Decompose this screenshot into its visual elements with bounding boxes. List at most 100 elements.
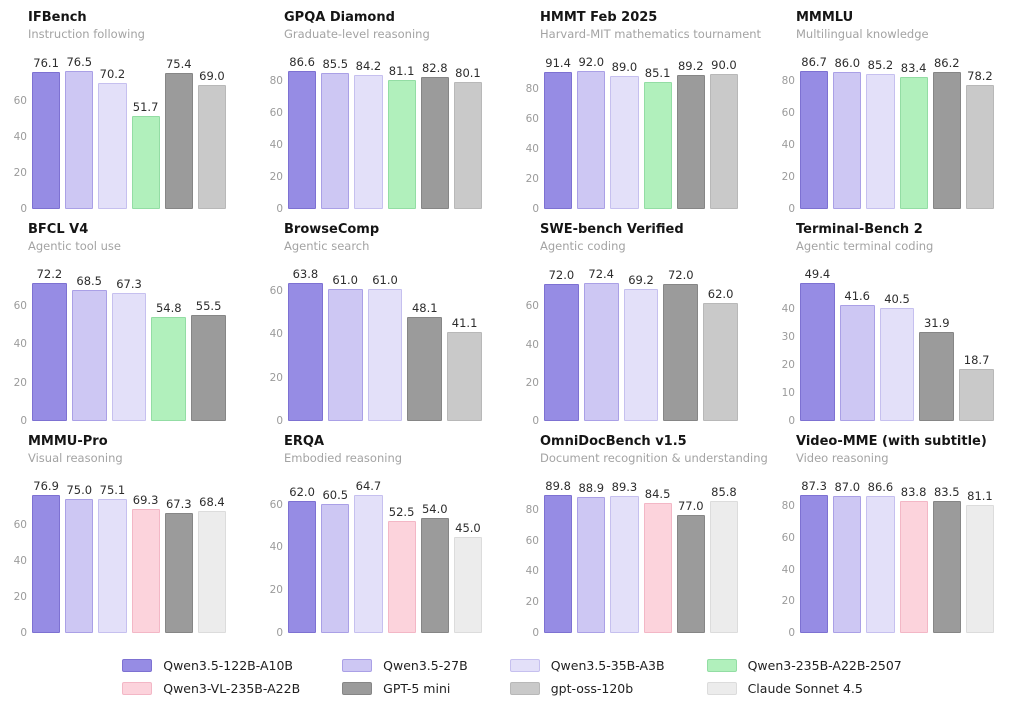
- bar-value-label: 87.3: [801, 479, 827, 494]
- bar-qwen3-5-122b-a10b: [32, 72, 61, 210]
- bar-group: 83.8: [899, 484, 928, 634]
- bars-area: 62.0 60.5 64.7 52.5 54.0 45.0: [288, 473, 483, 634]
- bar-value-label: 40.5: [884, 292, 910, 307]
- y-axis: 0 20 40 60: [8, 473, 32, 639]
- y-tick-label: 0: [788, 626, 795, 639]
- y-tick-label: 40: [781, 563, 795, 576]
- y-tick-label: 0: [532, 202, 539, 215]
- bar-group: 84.5: [643, 487, 672, 634]
- bar-group: 84.2: [354, 59, 383, 210]
- bar-group: 89.3: [610, 480, 639, 634]
- bar-value-label: 62.0: [707, 287, 734, 302]
- chart-subtitle: Agentic tool use: [28, 238, 121, 253]
- y-axis: 0 20 40 60 80: [520, 473, 544, 639]
- bar-value-label: 69.2: [628, 273, 654, 288]
- bar-qwen3-5-27b: [65, 71, 94, 210]
- bar-qwen3-vl-235b-a22b: [899, 500, 928, 634]
- chart-swe-bench-verified: SWE-bench Verified Agentic coding 0 20 40 60 7…: [512, 222, 768, 434]
- bar-value-label: 52.5: [388, 505, 415, 520]
- bar-group: 69.0: [197, 69, 227, 210]
- y-tick-label: 0: [20, 414, 27, 427]
- bar-qwen3-5-35b-a3b: [866, 496, 895, 634]
- y-tick-label: 40: [525, 338, 539, 351]
- y-tick-label: 80: [781, 500, 795, 513]
- bar-group: 85.2: [866, 57, 895, 210]
- bar-qwen3-5-122b-a10b: [800, 283, 835, 422]
- bar-claude-sonnet-4-5: [965, 505, 995, 634]
- y-tick-label: 10: [781, 386, 795, 399]
- y-tick-label: 20: [269, 371, 283, 384]
- chart-subtitle: Agentic search: [284, 238, 370, 253]
- bar-group: 89.8: [544, 479, 573, 634]
- bar-group: 87.3: [800, 479, 829, 634]
- legend-swatch: [509, 682, 540, 695]
- bar-value-label: 60.5: [322, 488, 349, 503]
- y-tick-label: 40: [269, 139, 283, 152]
- bar-value-label: 86.6: [867, 480, 894, 495]
- bar-group: 41.1: [447, 316, 482, 422]
- bar-claude-sonnet-4-5: [453, 537, 483, 634]
- bar-group: 62.0: [288, 485, 317, 634]
- y-tick-label: 20: [781, 170, 795, 183]
- chart-video-mme-with-subtitle: Video-MME (with subtitle) Video reasoning…: [768, 434, 1024, 646]
- bar-group: 81.1: [387, 64, 416, 210]
- bar-value-label: 89.0: [611, 59, 638, 74]
- bar-gpt-5-mini: [407, 317, 443, 422]
- plot-area: 0 20 40 60 80 89.8 88.9 89.3 84.5 77.0 85.8: [520, 473, 756, 639]
- bar-qwen3-5-35b-a3b: [354, 75, 383, 210]
- bar-value-label: 85.1: [644, 65, 671, 80]
- y-tick-label: 60: [525, 300, 539, 313]
- legend-item-qwen3-235b-a22b-2507: Qwen3-235B-A22B-2507: [706, 658, 902, 673]
- chart-subtitle: Agentic terminal coding: [796, 238, 934, 253]
- legend-item-qwen3-5-35b-a3b: Qwen3.5-35B-A3B: [509, 658, 665, 673]
- y-tick-label: 60: [13, 519, 27, 532]
- plot-area: 0 20 40 60 72.0 72.4 69.2 72.0 62.0: [520, 261, 756, 427]
- bar-value-label: 61.0: [332, 273, 358, 288]
- bar-group: 72.4: [583, 267, 619, 422]
- chart-bfcl-v4: BFCL V4 Agentic tool use 0 20 40 60 72.2 68.5 67…: [0, 222, 256, 434]
- bar-qwen3-5-35b-a3b: [610, 496, 639, 634]
- bar-value-label: 83.4: [900, 60, 927, 75]
- legend-label: gpt-oss-120b: [550, 681, 634, 696]
- bar-gpt-5-mini: [164, 512, 193, 634]
- bar-gpt-5-mini: [932, 501, 961, 634]
- bar-value-label: 85.2: [867, 57, 894, 72]
- bar-group: 52.5: [387, 505, 416, 634]
- bar-group: 48.1: [407, 301, 443, 422]
- chart-title: SWE-bench Verified: [540, 222, 684, 237]
- bars-area: 76.1 76.5 70.2 51.7 75.4 69.0: [32, 49, 227, 210]
- bar-value-label: 85.8: [711, 485, 737, 500]
- bars-area: 89.8 88.9 89.3 84.5 77.0 85.8: [544, 473, 739, 634]
- bar-qwen3-5-27b: [833, 495, 862, 634]
- legend-item-claude-sonnet-4-5: Claude Sonnet 4.5: [706, 681, 863, 696]
- bar-group: 51.7: [131, 100, 160, 210]
- legend-label: Qwen3.5-122B-A10B: [163, 658, 294, 673]
- bar-gpt-5-mini: [676, 75, 705, 210]
- benchmark-charts-grid: IFBench Instruction following 0 20 40 60 76.1 7…: [0, 10, 1024, 646]
- y-tick-label: 40: [525, 142, 539, 155]
- bars-area: 63.8 61.0 61.0 48.1 41.1: [288, 261, 482, 422]
- chart-subtitle: Embodied reasoning: [284, 450, 403, 465]
- legend-label: Qwen3.5-35B-A3B: [550, 658, 665, 673]
- bar-qwen3-5-122b-a10b: [544, 495, 573, 634]
- bar-group: 89.2: [676, 59, 705, 210]
- chart-erqa: ERQA Embodied reasoning 0 20 40 60 62.0 60.5 64.…: [256, 434, 512, 646]
- legend-item-qwen3-5-122b-a10b: Qwen3.5-122B-A10B: [122, 658, 293, 673]
- bar-value-label: 31.9: [923, 316, 950, 331]
- bar-qwen3-235b-a22b-2507: [387, 80, 416, 210]
- bar-value-label: 55.5: [195, 299, 222, 314]
- bar-group: 76.5: [65, 55, 94, 210]
- y-axis: 0 20 40 60 80: [520, 49, 544, 215]
- y-tick-label: 40: [269, 541, 283, 554]
- bar-qwen3-5-35b-a3b: [610, 75, 639, 210]
- y-tick-label: 20: [13, 376, 27, 389]
- legend-label: Qwen3-VL-235B-A22B: [163, 681, 301, 696]
- bar-qwen3-235b-a22b-2507: [899, 76, 928, 210]
- plot-area: 0 20 40 60 80 91.4 92.0 89.0 85.1 89.2 90.0: [520, 49, 756, 215]
- y-tick-label: 20: [781, 358, 795, 371]
- legend-swatch: [342, 682, 373, 695]
- chart-mmmu-pro: MMMU-Pro Visual reasoning 0 20 40 60 76.9 75.0 7…: [0, 434, 256, 646]
- bar-value-label: 83.8: [900, 484, 927, 499]
- bar-value-label: 76.9: [33, 479, 59, 494]
- chart-title: GPQA Diamond: [284, 10, 395, 25]
